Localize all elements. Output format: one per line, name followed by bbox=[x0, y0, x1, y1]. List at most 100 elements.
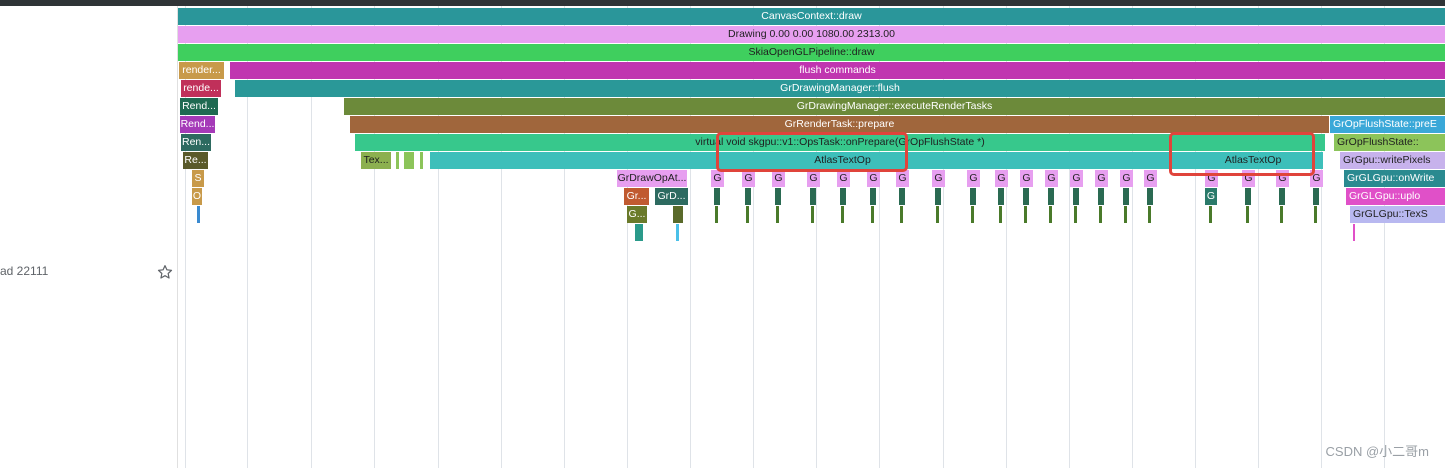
slice-canvas-draw[interactable]: CanvasContext::draw bbox=[178, 8, 1445, 25]
slice-left-s[interactable]: S bbox=[192, 170, 204, 187]
slice-g[interactable]: G bbox=[837, 170, 850, 187]
slice-ops-prepare[interactable]: virtual void skgpu::v1::OpsTask::onPrepa… bbox=[355, 134, 1325, 151]
slice-g[interactable]: G bbox=[1205, 188, 1217, 205]
slice-tex[interactable]: Tex... bbox=[361, 152, 391, 169]
slice-unlabeled[interactable] bbox=[635, 224, 643, 241]
slice-left-render-4[interactable]: Rend... bbox=[180, 116, 215, 133]
slice-g[interactable]: G bbox=[1120, 170, 1133, 187]
slice-drawing[interactable]: Drawing 0.00 0.00 1080.00 2313.00 bbox=[178, 26, 1445, 43]
slice-unlabeled[interactable] bbox=[998, 188, 1004, 205]
slice-g[interactable]: G bbox=[1144, 170, 1157, 187]
slice-unlabeled[interactable] bbox=[840, 188, 846, 205]
slice-unlabeled[interactable] bbox=[404, 152, 414, 169]
slice-unlabeled[interactable] bbox=[197, 206, 200, 223]
slice-unlabeled[interactable] bbox=[676, 224, 679, 241]
slice-atlas-1[interactable]: AtlasTextOp bbox=[430, 152, 1255, 169]
slice-left-render-5[interactable]: Ren... bbox=[181, 134, 211, 151]
slice-unlabeled[interactable] bbox=[900, 206, 903, 223]
slice-gl-onwrite[interactable]: GrGLGpu::onWrite bbox=[1344, 170, 1445, 187]
slice-gl-upload[interactable]: GrGLGpu::uplo bbox=[1346, 188, 1445, 205]
slice-exec-tasks[interactable]: GrDrawingManager::executeRenderTasks bbox=[344, 98, 1445, 115]
slice-unlabeled[interactable] bbox=[1280, 206, 1283, 223]
slice-unlabeled[interactable] bbox=[1246, 206, 1249, 223]
timeline-gridline bbox=[690, 6, 691, 468]
slice-unlabeled[interactable] bbox=[1147, 188, 1153, 205]
slice-unlabeled[interactable] bbox=[1099, 206, 1102, 223]
slice-unlabeled[interactable] bbox=[1123, 188, 1129, 205]
slice-unlabeled[interactable] bbox=[936, 206, 939, 223]
slice-left-render-2[interactable]: rende... bbox=[181, 80, 221, 97]
slice-unlabeled[interactable] bbox=[776, 206, 779, 223]
slice-unlabeled[interactable] bbox=[811, 206, 814, 223]
slice-g[interactable]: G bbox=[967, 170, 980, 187]
slice-flush-state[interactable]: GrOpFlushState:: bbox=[1334, 134, 1445, 151]
slice-flush-commands[interactable]: flush commands bbox=[230, 62, 1445, 79]
slice-g-dots[interactable]: G... bbox=[627, 206, 647, 223]
slice-unlabeled[interactable] bbox=[1245, 188, 1251, 205]
slice-unlabeled[interactable] bbox=[1209, 206, 1212, 223]
slice-gr-flush[interactable]: GrDrawingManager::flush bbox=[235, 80, 1445, 97]
slice-unlabeled[interactable] bbox=[1098, 188, 1104, 205]
slice-unlabeled[interactable] bbox=[673, 206, 683, 223]
slice-unlabeled[interactable] bbox=[396, 152, 399, 169]
slice-unlabeled[interactable] bbox=[970, 188, 976, 205]
slice-gl-texs[interactable]: GrGLGpu::TexS bbox=[1350, 206, 1445, 223]
slice-left-o[interactable]: O bbox=[192, 188, 202, 205]
flame-chart-track[interactable]: CanvasContext::draw Drawing 0.00 0.00 108… bbox=[178, 6, 1445, 468]
slice-unlabeled[interactable] bbox=[1074, 206, 1077, 223]
slice-g[interactable]: G bbox=[1276, 170, 1289, 187]
slice-g[interactable]: G bbox=[995, 170, 1008, 187]
slice-unlabeled[interactable] bbox=[1314, 206, 1317, 223]
slice-unlabeled[interactable] bbox=[1023, 188, 1029, 205]
slice-unlabeled[interactable] bbox=[1124, 206, 1127, 223]
slice-unlabeled[interactable] bbox=[1073, 188, 1079, 205]
slice-unlabeled[interactable] bbox=[899, 188, 905, 205]
slice-g[interactable]: G bbox=[1310, 170, 1323, 187]
slice-unlabeled[interactable] bbox=[714, 188, 720, 205]
slice-draw-op-at[interactable]: GrDrawOpAt... bbox=[617, 170, 687, 187]
slice-g[interactable]: G bbox=[1020, 170, 1033, 187]
star-icon[interactable] bbox=[156, 263, 174, 281]
slice-g[interactable]: G bbox=[742, 170, 755, 187]
slice-g[interactable]: G bbox=[711, 170, 724, 187]
slice-unlabeled[interactable] bbox=[810, 188, 816, 205]
slice-left-render-1[interactable]: render... bbox=[179, 62, 224, 79]
slice-g[interactable]: G bbox=[772, 170, 785, 187]
slice-g[interactable]: G bbox=[867, 170, 880, 187]
slice-unlabeled[interactable] bbox=[775, 188, 781, 205]
slice-unlabeled[interactable] bbox=[420, 152, 423, 169]
slice-g[interactable]: G bbox=[932, 170, 945, 187]
slice-render-prepare[interactable]: GrRenderTask::prepare bbox=[350, 116, 1329, 133]
slice-unlabeled[interactable] bbox=[746, 206, 749, 223]
slice-unlabeled[interactable] bbox=[870, 188, 876, 205]
slice-unlabeled[interactable] bbox=[935, 188, 941, 205]
slice-unlabeled[interactable] bbox=[715, 206, 718, 223]
slice-g[interactable]: G bbox=[1242, 170, 1255, 187]
slice-g[interactable]: G bbox=[1095, 170, 1108, 187]
slice-unlabeled[interactable] bbox=[1313, 188, 1319, 205]
slice-g[interactable]: G bbox=[807, 170, 820, 187]
slice-unlabeled[interactable] bbox=[971, 206, 974, 223]
slice-unlabeled[interactable] bbox=[1148, 206, 1151, 223]
slice-unlabeled[interactable] bbox=[841, 206, 844, 223]
slice-left-render-3[interactable]: Rend... bbox=[180, 98, 218, 115]
slice-unlabeled[interactable] bbox=[871, 206, 874, 223]
slice-unlabeled[interactable] bbox=[999, 206, 1002, 223]
slice-unlabeled[interactable] bbox=[1048, 188, 1054, 205]
slice-atlas-2[interactable]: AtlasTextOp bbox=[1183, 152, 1323, 169]
slice-skia-pipeline[interactable]: SkiaOpenGLPipeline::draw bbox=[178, 44, 1445, 61]
slice-unlabeled[interactable] bbox=[1024, 206, 1027, 223]
slice-unlabeled[interactable] bbox=[745, 188, 751, 205]
slice-unlabeled[interactable] bbox=[1279, 188, 1285, 205]
slice-g[interactable]: G bbox=[1205, 170, 1218, 187]
slice-gr-1[interactable]: Gr... bbox=[624, 188, 649, 205]
slice-pre-execute[interactable]: GrOpFlushState::preE bbox=[1330, 116, 1445, 133]
slice-unlabeled[interactable] bbox=[1049, 206, 1052, 223]
slice-unlabeled[interactable] bbox=[1353, 224, 1355, 241]
slice-left-render-6[interactable]: Re... bbox=[183, 152, 208, 169]
slice-g[interactable]: G bbox=[1070, 170, 1083, 187]
slice-g[interactable]: G bbox=[1045, 170, 1058, 187]
slice-write-pixels[interactable]: GrGpu::writePixels bbox=[1340, 152, 1445, 169]
slice-g[interactable]: G bbox=[896, 170, 909, 187]
slice-gr-d[interactable]: GrD... bbox=[655, 188, 688, 205]
